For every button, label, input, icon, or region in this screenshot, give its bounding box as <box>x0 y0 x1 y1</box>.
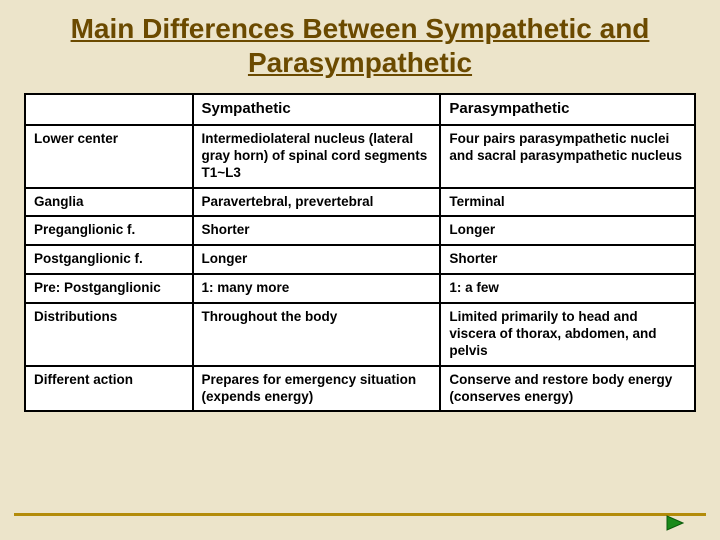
table-row: Ganglia Paravertebral, prevertebral Term… <box>25 188 695 217</box>
row-sym: Paravertebral, prevertebral <box>193 188 441 217</box>
table-row: Preganglionic f. Shorter Longer <box>25 216 695 245</box>
comparison-table: Sympathetic Parasympathetic Lower center… <box>24 93 696 412</box>
row-para: Conserve and restore body energy (conser… <box>440 366 695 412</box>
row-para: Limited primarily to head and viscera of… <box>440 303 695 366</box>
slide: Main Differences Between Sympathetic and… <box>0 0 720 540</box>
row-para: 1: a few <box>440 274 695 303</box>
row-para: Shorter <box>440 245 695 274</box>
row-label: Postganglionic f. <box>25 245 193 274</box>
row-sym: Shorter <box>193 216 441 245</box>
row-label: Distributions <box>25 303 193 366</box>
table-row: Lower center Intermediolateral nucleus (… <box>25 125 695 188</box>
bottom-divider <box>14 513 706 516</box>
row-label: Ganglia <box>25 188 193 217</box>
page-title: Main Differences Between Sympathetic and… <box>24 12 696 79</box>
table-header-sympathetic: Sympathetic <box>193 94 441 125</box>
table-header-parasympathetic: Parasympathetic <box>440 94 695 125</box>
row-label: Different action <box>25 366 193 412</box>
table-header-row: Sympathetic Parasympathetic <box>25 94 695 125</box>
row-para: Four pairs parasympathetic nuclei and sa… <box>440 125 695 188</box>
row-sym: Longer <box>193 245 441 274</box>
table-row: Postganglionic f. Longer Shorter <box>25 245 695 274</box>
next-slide-button[interactable] <box>664 514 686 532</box>
row-label: Pre: Postganglionic <box>25 274 193 303</box>
table-header-blank <box>25 94 193 125</box>
row-para: Longer <box>440 216 695 245</box>
table-row: Different action Prepares for emergency … <box>25 366 695 412</box>
table-row: Distributions Throughout the body Limite… <box>25 303 695 366</box>
row-sym: Intermediolateral nucleus (lateral gray … <box>193 125 441 188</box>
row-sym: Throughout the body <box>193 303 441 366</box>
row-sym: Prepares for emergency situation (expend… <box>193 366 441 412</box>
arrow-right-icon <box>666 515 684 531</box>
row-sym: 1: many more <box>193 274 441 303</box>
row-label: Preganglionic f. <box>25 216 193 245</box>
row-para: Terminal <box>440 188 695 217</box>
row-label: Lower center <box>25 125 193 188</box>
table-row: Pre: Postganglionic 1: many more 1: a fe… <box>25 274 695 303</box>
